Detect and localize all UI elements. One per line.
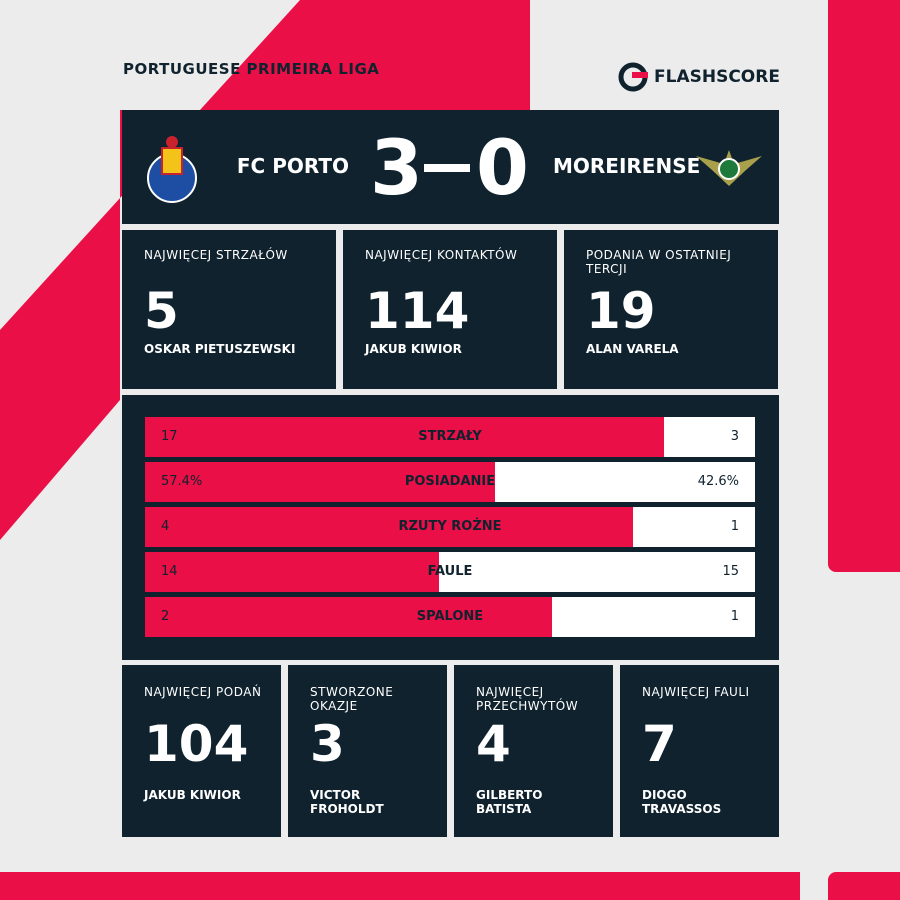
away-score: 0 [476, 123, 529, 212]
card-value: 114 [365, 282, 470, 340]
home-logo [147, 136, 197, 203]
stat-bar: 17 STRZAŁY 3 [145, 417, 755, 457]
stat-label: SPALONE [416, 609, 484, 624]
stat-label: POSIADANIE [404, 474, 496, 489]
card-label: NAJWIĘCEJ PODAŃ [144, 685, 262, 699]
card-player: GILBERTO BATISTA [476, 788, 543, 816]
away-value: 1 [730, 609, 739, 624]
stat-bar: 14 FAULE 15 [145, 552, 755, 592]
stat-card: NAJWIĘCEJ STRZAŁÓW 5 OSKAR PIETUSZEWSKI [122, 230, 336, 389]
stat-card: NAJWIĘCEJ PODAŃ 104 JAKUB KIWIOR [122, 665, 281, 837]
card-label: STWORZONE OKAZJE [310, 685, 394, 713]
away-value: 42.6% [697, 474, 739, 489]
card-label: NAJWIĘCEJ STRZAŁÓW [144, 248, 288, 262]
home-share [145, 417, 664, 457]
home-value: 17 [161, 429, 178, 444]
scoreboard: FC PORTO 3 0 MOREIRENSE [122, 110, 779, 224]
card-label: PODANIA W OSTATNIEJ TERCJI [586, 248, 732, 276]
card-value: 7 [642, 715, 677, 773]
away-team: MOREIRENSE [553, 154, 701, 178]
home-share [145, 462, 496, 502]
card-player: VICTOR FROHOLDT [310, 788, 384, 816]
card-label: NAJWIĘCEJ KONTAKTÓW [365, 248, 518, 262]
home-team: FC PORTO [236, 154, 349, 178]
score-separator [424, 164, 470, 172]
card-value: 104 [144, 715, 249, 773]
home-share [145, 552, 440, 592]
card-value: 4 [476, 715, 511, 773]
stat-label: FAULE [427, 564, 473, 579]
card-value: 5 [144, 282, 179, 340]
brand-name: FLASHSCORE [654, 67, 780, 87]
home-value: 14 [161, 564, 178, 579]
stat-card: NAJWIĘCEJ FAULI 7 DIOGO TRAVASSOS [620, 665, 779, 837]
card-player: DIOGO TRAVASSOS [642, 788, 722, 816]
card-player: OSKAR PIETUSZEWSKI [144, 342, 296, 356]
league-title: PORTUGUESE PRIMEIRA LIGA [123, 60, 380, 78]
card-value: 19 [586, 282, 656, 340]
stat-bar: 2 SPALONE 1 [145, 597, 755, 637]
stat-card: NAJWIĘCEJ KONTAKTÓW 114 JAKUB KIWIOR [343, 230, 557, 389]
home-value: 2 [161, 609, 170, 624]
home-share [145, 507, 633, 547]
card-label: NAJWIĘCEJ PRZECHWYTÓW [476, 685, 579, 713]
away-value: 15 [722, 564, 739, 579]
stat-card: NAJWIĘCEJ PRZECHWYTÓW 4 GILBERTO BATISTA [454, 665, 613, 837]
card-label: NAJWIĘCEJ FAULI [642, 685, 750, 699]
away-logo [696, 150, 762, 186]
stat-bar: 57.4% POSIADANIE 42.6% [145, 462, 755, 502]
brand: FLASHSCORE [618, 62, 780, 92]
card-player: JAKUB KIWIOR [144, 788, 241, 802]
stat-label: RZUTY ROŻNE [398, 519, 502, 534]
stat-bar: 4 RZUTY ROŻNE 1 [145, 507, 755, 547]
away-value: 3 [730, 429, 739, 444]
card-player: JAKUB KIWIOR [365, 342, 462, 356]
card-value: 3 [310, 715, 345, 773]
card-player: ALAN VARELA [586, 342, 679, 356]
stat-card: STWORZONE OKAZJE 3 VICTOR FROHOLDT [288, 665, 447, 837]
stat-label: STRZAŁY [418, 429, 482, 444]
home-value: 57.4% [161, 474, 203, 489]
away-value: 1 [730, 519, 739, 534]
home-share [145, 597, 552, 637]
stat-card: PODANIA W OSTATNIEJ TERCJI 19 ALAN VARELA [564, 230, 778, 389]
home-score: 3 [370, 123, 423, 212]
home-value: 4 [161, 519, 170, 534]
